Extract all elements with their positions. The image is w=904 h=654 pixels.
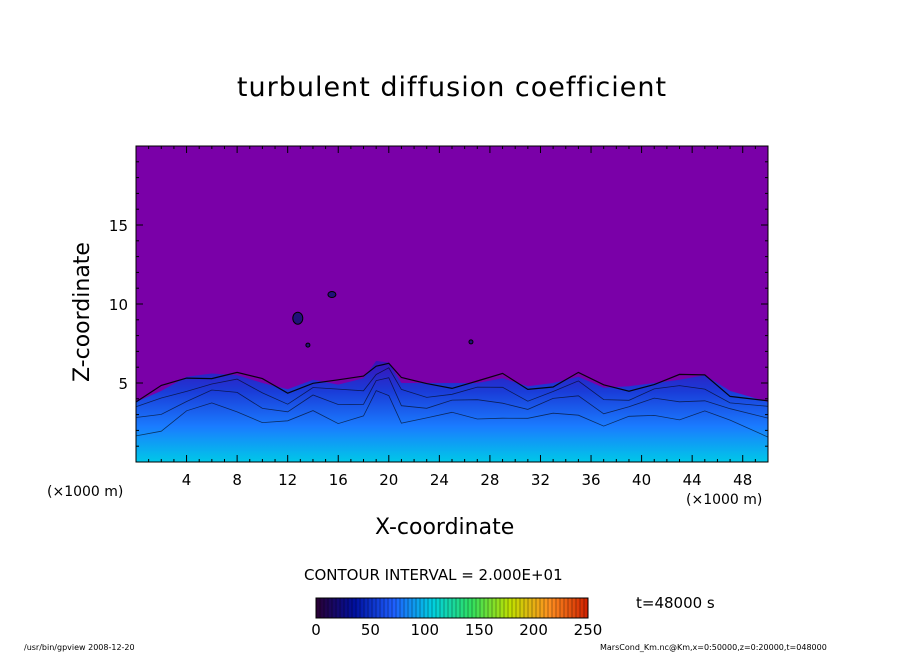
y-axis-ticks: 5 10 15 — [109, 161, 768, 447]
contour-lines — [135, 291, 769, 438]
colorbar-tick-label: 250 — [574, 621, 603, 639]
colorbar-tick-label: 0 — [311, 621, 321, 639]
contour-line-2 — [135, 377, 769, 419]
contour-patch-2 — [305, 342, 311, 348]
x-tick-label: 24 — [430, 471, 449, 489]
contour-line-0 — [135, 362, 769, 403]
x-tick-label: 20 — [379, 471, 398, 489]
footer-right-text: MarsCond_Km.nc@Km,x=0:50000,z=0:20000,t=… — [600, 643, 827, 652]
x-tick-label: 8 — [232, 471, 242, 489]
contour-line-3 — [135, 390, 769, 438]
x-tick-label: 32 — [531, 471, 550, 489]
x-tick-label: 4 — [182, 471, 192, 489]
x-axis-unit: (×1000 m) — [686, 492, 763, 508]
contour-patch-3 — [468, 339, 474, 345]
contour-patch-1 — [327, 291, 337, 299]
y-tick-label: 10 — [109, 296, 128, 314]
y-tick-label: 15 — [109, 217, 128, 235]
x-tick-label: 48 — [733, 471, 752, 489]
y-axis-unit: (×1000 m) — [47, 484, 124, 500]
turbulent-layer-area — [136, 360, 768, 462]
x-tick-label: 36 — [581, 471, 600, 489]
colorbar-tick-label: 100 — [410, 621, 439, 639]
y-axis-label: Z-coordinate — [70, 242, 95, 382]
x-tick-label: 12 — [278, 471, 297, 489]
y-tick-label: 5 — [118, 375, 128, 393]
colorbar-tick-label: 150 — [465, 621, 494, 639]
time-label: t=48000 s — [636, 594, 715, 612]
x-tick-label: 40 — [632, 471, 651, 489]
contour-line-1 — [135, 367, 769, 408]
contour-patch-0 — [292, 311, 304, 325]
x-tick-label: 44 — [683, 471, 702, 489]
chart-title: turbulent diffusion coefficient — [236, 72, 668, 103]
x-tick-label: 16 — [329, 471, 348, 489]
x-axis-label: X-coordinate — [375, 515, 515, 540]
colorbar: 0 50 100 150 200 250 — [311, 597, 603, 639]
colorbar-tick-label: 200 — [519, 621, 548, 639]
x-tick-label: 28 — [480, 471, 499, 489]
x-axis-ticks: 4 8 12 16 20 24 28 32 36 40 44 48 — [148, 146, 756, 489]
contour-interval-label: CONTOUR INTERVAL = 2.000E+01 — [304, 566, 563, 584]
turbulent-layer — [136, 360, 768, 462]
colorbar-tick-label: 50 — [361, 621, 380, 639]
footer-left-text: /usr/bin/gpview 2008-12-20 — [24, 643, 135, 652]
